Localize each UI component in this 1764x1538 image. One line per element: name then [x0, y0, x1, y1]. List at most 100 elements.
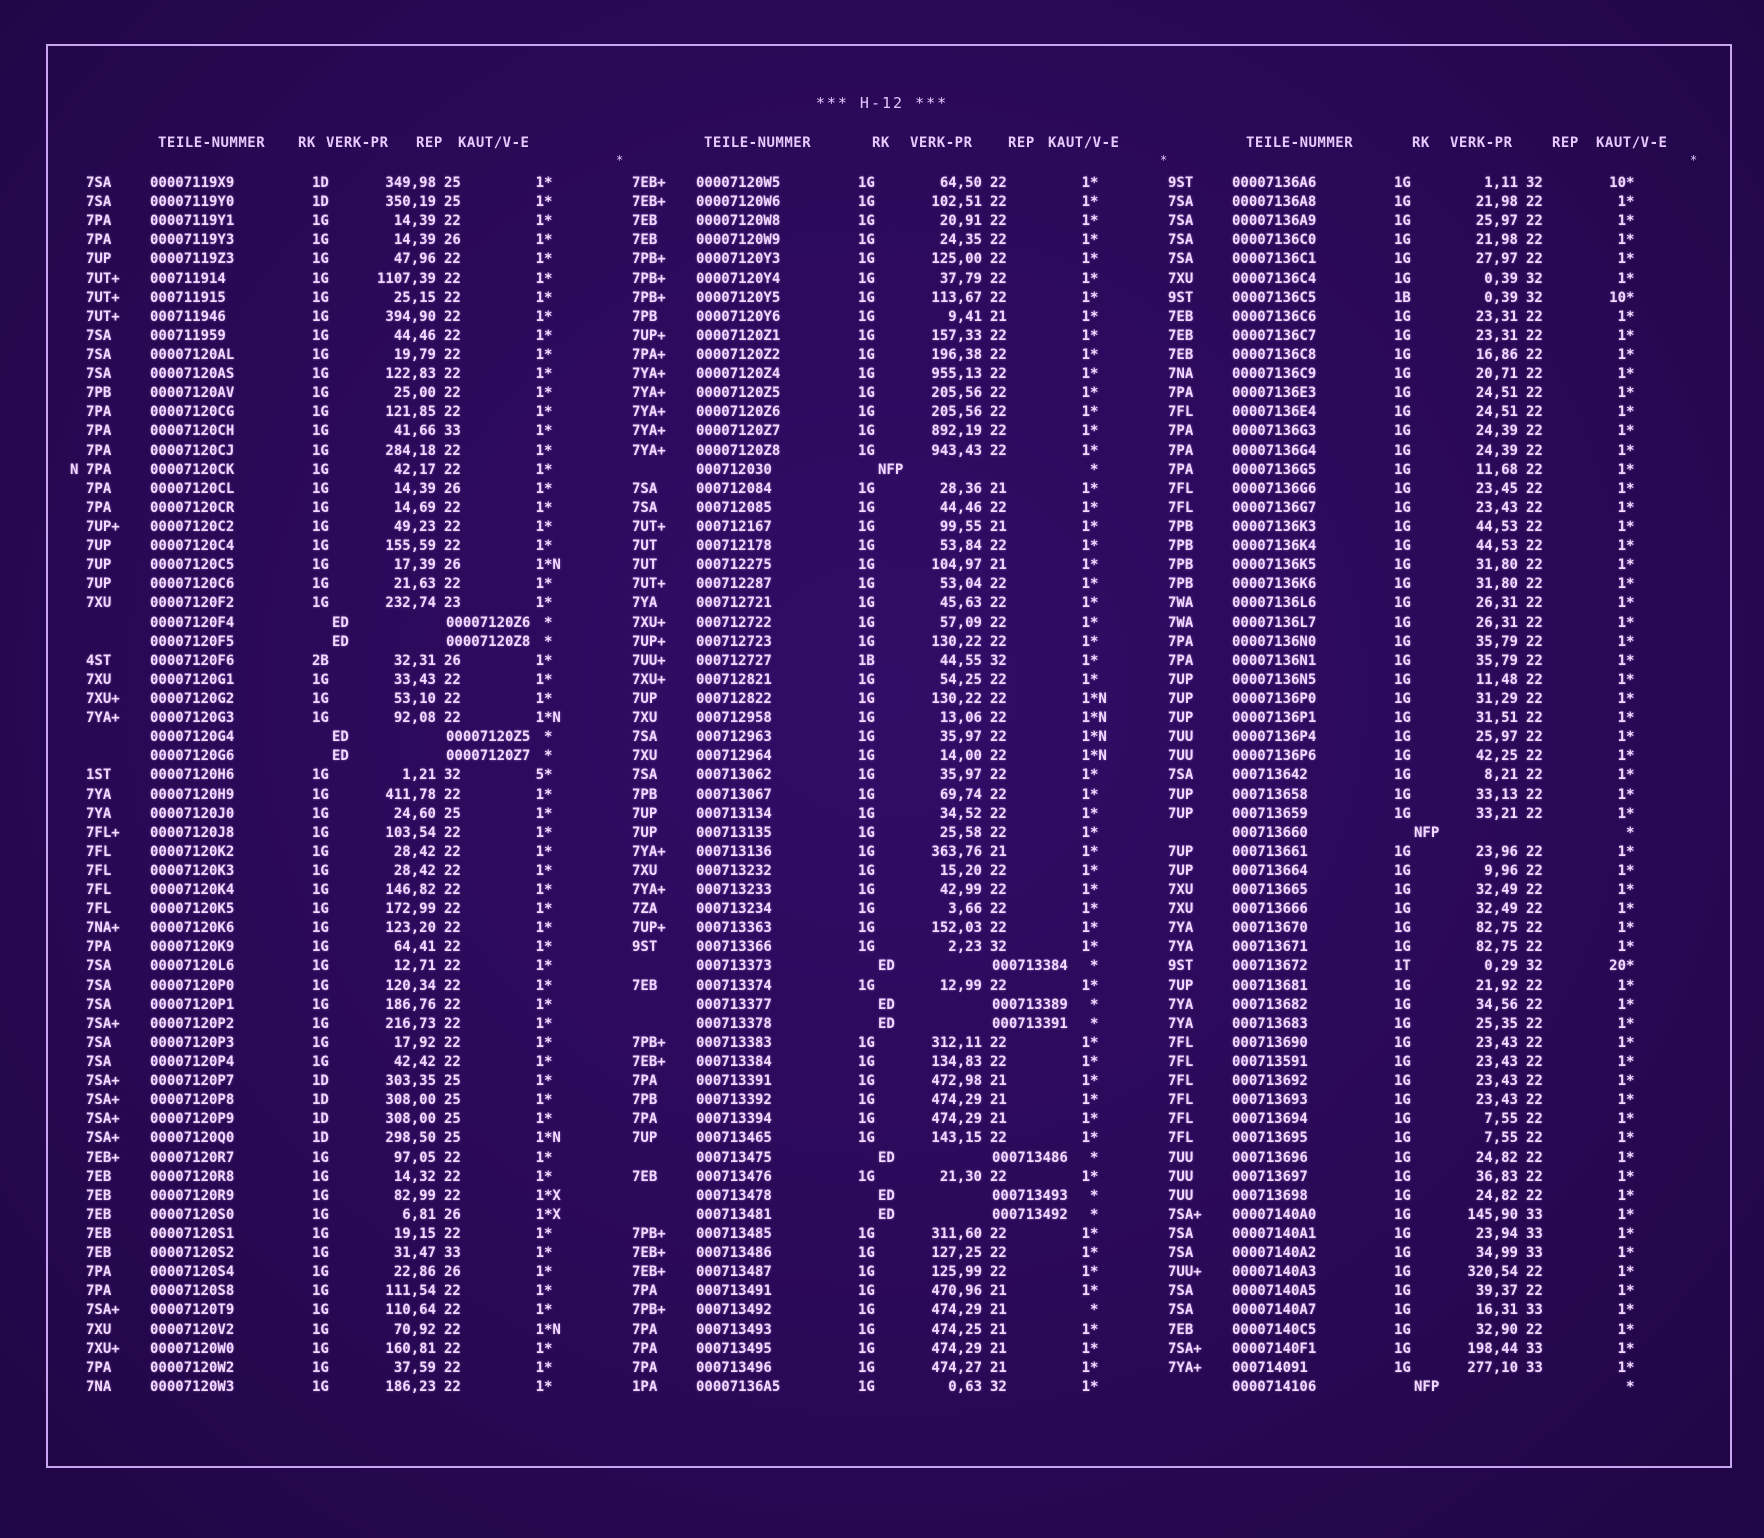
rk-code: 1G [312, 958, 329, 975]
quantity: 1 [1617, 862, 1626, 879]
part-number: 00007120CH [150, 423, 235, 440]
part-number: 000713493 [696, 1321, 772, 1338]
flag: * [1090, 366, 1099, 383]
category-code: 7UT+ [86, 308, 120, 325]
rep-code: 22 [990, 901, 1007, 918]
quantity: 1 [535, 1302, 544, 1319]
quantity: 1 [535, 404, 544, 421]
rep-code: 22 [444, 213, 461, 230]
flag: *N [1090, 710, 1107, 727]
rk-code: 1G [858, 1321, 875, 1338]
header-kaut-ve: KAUT/V-E [1596, 135, 1668, 151]
quantity: 1 [535, 480, 544, 497]
quantity: 1 [535, 843, 544, 860]
part-number: 00007120Y4 [696, 270, 781, 287]
flag: * [1626, 576, 1635, 593]
category-code: 7YA [1168, 996, 1194, 1013]
rk-code: 1G [312, 1264, 329, 1281]
flag: * [1626, 805, 1635, 822]
flag: * [1626, 1054, 1635, 1071]
part-number: 000713496 [696, 1359, 772, 1376]
flag: * [1626, 442, 1635, 459]
rep-code: 22 [1526, 901, 1543, 918]
sale-price: 2,23 [948, 939, 982, 956]
sale-price: 23,43 [1475, 499, 1518, 516]
sale-price: 82,75 [1475, 939, 1518, 956]
rep-code: 22 [1526, 805, 1543, 822]
rep-code: 21 [990, 1073, 1007, 1090]
rep-code: 26 [444, 480, 461, 497]
rep-code: 22 [990, 1130, 1007, 1147]
rk-code: ED [878, 1206, 895, 1223]
sale-price: 53,84 [939, 538, 982, 555]
rk-code: 1G [1394, 671, 1411, 688]
rep-code: 21 [990, 480, 1007, 497]
quantity: 1 [1617, 748, 1626, 765]
rep-code: 21 [990, 843, 1007, 860]
category-code: 7SA [86, 977, 112, 994]
part-number: 000713695 [1232, 1130, 1308, 1147]
sale-price: 23,96 [1475, 843, 1518, 860]
sale-price: 0,63 [948, 1378, 982, 1395]
rk-code: 1G [1394, 652, 1411, 669]
rk-code: 1G [858, 786, 875, 803]
sale-price: 24,35 [939, 232, 982, 249]
quantity: 1 [1081, 882, 1090, 899]
flag: *N [544, 710, 561, 727]
category-code: 9ST [1168, 958, 1194, 975]
category-code: 7SA+ [86, 1130, 120, 1147]
part-number: 00007136N1 [1232, 652, 1317, 669]
category-code: 7XU [632, 748, 658, 765]
rk-code: 1G [858, 289, 875, 306]
quantity: 1 [535, 958, 544, 975]
sale-price: 24,82 [1475, 1149, 1518, 1166]
sale-price: 24,51 [1475, 404, 1518, 421]
quantity: 1 [535, 1321, 544, 1338]
rep-code: 26 [444, 1206, 461, 1223]
sale-price: 277,10 [1467, 1359, 1518, 1376]
part-number: 00007120CK [150, 461, 235, 478]
rk-code: 1G [312, 308, 329, 325]
rk-code: 1G [858, 595, 875, 612]
flag: * [1626, 882, 1635, 899]
sale-price: 303,35 [385, 1073, 436, 1090]
quantity: 1 [1081, 824, 1090, 841]
rk-code: 1G [1394, 1111, 1411, 1128]
flag: * [1626, 423, 1635, 440]
rk-code: 1G [858, 251, 875, 268]
flag: * [1626, 232, 1635, 249]
rk-code: 1G [1394, 1149, 1411, 1166]
rk-code: 1G [312, 710, 329, 727]
part-number: 000713383 [696, 1034, 772, 1051]
quantity: 1 [1617, 213, 1626, 230]
rk-code: 1G [1394, 385, 1411, 402]
category-code: 7UU+ [632, 652, 666, 669]
quantity: 1 [535, 1015, 544, 1032]
rk-code: 1G [312, 1378, 329, 1395]
quantity: 1 [1081, 1054, 1090, 1071]
rep-code: 22 [1526, 595, 1543, 612]
flag: *N [1090, 748, 1107, 765]
flag: * [1626, 786, 1635, 803]
rk-code: 1G [1394, 1245, 1411, 1262]
rk-code: 1G [1394, 270, 1411, 287]
sale-price: 28,36 [939, 480, 982, 497]
rk-code: 1G [858, 882, 875, 899]
sale-price: 11,48 [1475, 671, 1518, 688]
rep-code: 22 [444, 690, 461, 707]
rk-code: ED [878, 1187, 895, 1204]
quantity: 1 [1081, 805, 1090, 822]
sale-price: 23,43 [1475, 1092, 1518, 1109]
quantity: 1 [535, 920, 544, 937]
sale-price: 472,98 [931, 1073, 982, 1090]
quantity: 1 [1081, 404, 1090, 421]
flag: * [1090, 1302, 1099, 1319]
flag: * [1626, 614, 1635, 631]
rk-code: 1G [1394, 1340, 1411, 1357]
rk-code: 1D [312, 194, 329, 211]
quantity: 1 [1617, 977, 1626, 994]
part-number: 00007136L7 [1232, 614, 1317, 631]
sale-price: 311,60 [931, 1226, 982, 1243]
sale-price: 24,60 [393, 805, 436, 822]
part-number: 000713690 [1232, 1034, 1308, 1051]
